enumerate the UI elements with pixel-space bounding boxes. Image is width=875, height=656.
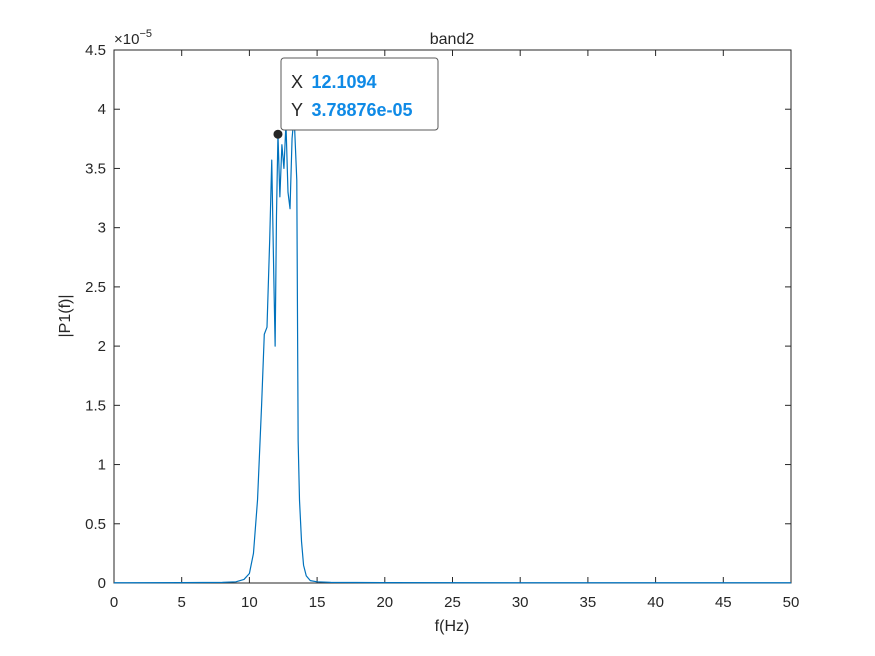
x-tick-label: 45 [715, 594, 732, 611]
y-axis-label: |P1(f)| [57, 295, 74, 338]
y-exponent-base: ×10 [114, 31, 139, 48]
y-tick-label: 0 [98, 575, 106, 592]
y-tick-label: 1 [98, 457, 106, 474]
y-exponent-power: −5 [139, 28, 152, 40]
x-tick-label: 0 [110, 594, 118, 611]
axes[interactable]: 0 5 10 15 20 25 30 35 40 45 50 0 0.5 1 1.5 2 2.5 3 3.5 4 4.… [85, 42, 799, 611]
chart-title: band2 [430, 31, 475, 48]
datatip-x-row: X 12.1094 [291, 72, 377, 92]
series-layer [113, 114, 791, 584]
x-tick-label: 5 [178, 594, 186, 611]
plot-area[interactable] [113, 49, 792, 584]
y-axis-ticks: 0 0.5 1 1.5 2 2.5 3 3.5 4 4.5 [85, 42, 791, 592]
datatip-marker[interactable] [273, 129, 283, 139]
x-tick-label: 50 [783, 594, 800, 611]
x-tick-label: 40 [647, 594, 664, 611]
datatip-y-row: Y 3.78876e-05 [291, 100, 413, 120]
datatip[interactable]: X 12.1094 Y 3.78876e-05 [273, 57, 439, 139]
x-tick-label: 25 [444, 594, 461, 611]
x-axis-ticks: 0 5 10 15 20 25 30 35 40 45 50 [110, 50, 800, 611]
y-tick-label: 0.5 [85, 516, 106, 533]
datatip-x-value: 12.1094 [311, 72, 376, 92]
datatip-box[interactable] [280, 57, 439, 131]
x-tick-label: 10 [241, 594, 258, 611]
x-axis-label: f(Hz) [435, 618, 470, 635]
y-tick-label: 1.5 [85, 397, 106, 414]
datatip-x-key: X [291, 72, 303, 92]
datatip-y-value: 3.78876e-05 [311, 100, 412, 120]
series-line [113, 114, 791, 584]
y-tick-label: 3 [98, 220, 106, 237]
x-tick-label: 15 [309, 594, 326, 611]
x-tick-label: 20 [376, 594, 393, 611]
y-exponent-label: ×10−5 [114, 28, 152, 48]
y-tick-label: 4 [98, 101, 106, 118]
x-tick-label: 35 [580, 594, 597, 611]
y-tick-label: 2 [98, 338, 106, 355]
y-tick-label: 4.5 [85, 42, 106, 59]
y-tick-label: 2.5 [85, 279, 106, 296]
y-tick-label: 3.5 [85, 160, 106, 177]
datatip-y-key: Y [291, 100, 303, 120]
x-tick-label: 30 [512, 594, 529, 611]
